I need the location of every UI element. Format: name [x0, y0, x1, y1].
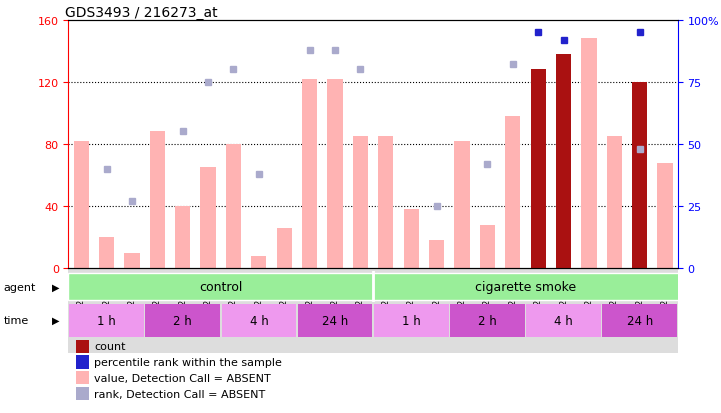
Text: GDS3493 / 216273_at: GDS3493 / 216273_at	[66, 6, 218, 20]
Bar	[252, 256, 267, 268]
Bar	[531, 70, 546, 268]
Bar	[658, 163, 673, 268]
Text: 2 h: 2 h	[478, 314, 497, 327]
Text: 2 h: 2 h	[173, 314, 192, 327]
Text: count: count	[94, 342, 126, 351]
Bar	[69, 304, 144, 337]
Bar	[146, 304, 220, 337]
Bar	[327, 79, 342, 268]
Text: 24 h: 24 h	[627, 314, 653, 327]
Text: 4 h: 4 h	[249, 314, 268, 327]
Bar	[454, 141, 469, 268]
Text: ▶: ▶	[52, 282, 59, 292]
Text: 1 h: 1 h	[97, 314, 116, 327]
Text: 4 h: 4 h	[554, 314, 573, 327]
Bar	[68, 273, 373, 301]
Bar	[277, 228, 292, 268]
Bar	[479, 225, 495, 268]
Bar	[374, 304, 448, 337]
Bar	[450, 304, 525, 337]
Text: ▶: ▶	[52, 316, 59, 325]
Bar	[175, 206, 190, 268]
Bar	[429, 240, 444, 268]
Bar	[353, 137, 368, 268]
Bar	[68, 268, 678, 354]
Bar	[302, 79, 317, 268]
Bar	[150, 132, 165, 268]
Bar	[379, 137, 394, 268]
Bar	[404, 210, 419, 268]
Bar	[74, 141, 89, 268]
Text: 24 h: 24 h	[322, 314, 348, 327]
Text: percentile rank within the sample: percentile rank within the sample	[94, 357, 283, 367]
Text: time: time	[4, 316, 29, 325]
Text: value, Detection Call = ABSENT: value, Detection Call = ABSENT	[94, 373, 271, 383]
Text: rank, Detection Call = ABSENT: rank, Detection Call = ABSENT	[94, 389, 266, 399]
Bar	[581, 39, 596, 268]
Bar	[226, 145, 241, 268]
Text: 1 h: 1 h	[402, 314, 420, 327]
Bar	[99, 237, 114, 268]
Bar	[556, 55, 571, 268]
Bar	[200, 168, 216, 268]
Text: cigarette smoke: cigarette smoke	[475, 280, 576, 293]
Bar	[298, 304, 372, 337]
Bar	[221, 304, 296, 337]
Bar	[606, 137, 622, 268]
Bar	[602, 304, 677, 337]
Bar	[505, 116, 521, 268]
Bar	[124, 253, 140, 268]
Text: control: control	[199, 280, 242, 293]
Text: agent: agent	[4, 282, 36, 292]
Bar	[632, 83, 647, 268]
Bar	[526, 304, 601, 337]
